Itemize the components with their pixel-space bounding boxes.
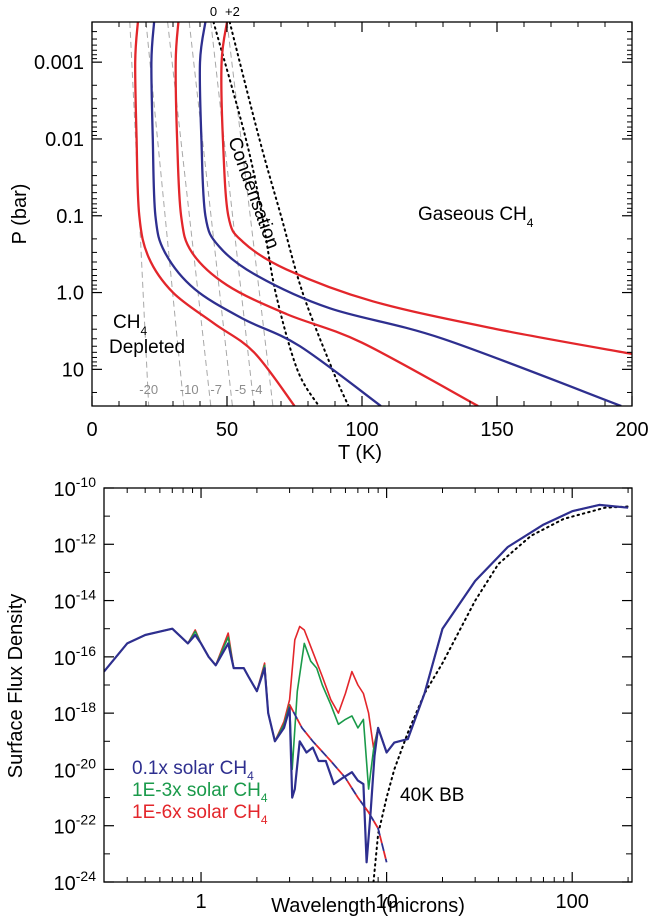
tp-y-tick-label: 10 (62, 359, 84, 381)
tp-x-tick-label: 100 (345, 419, 378, 441)
legend-text: 1E-3x solar CH (132, 780, 261, 801)
isocontour-dashed-line-3 (188, 22, 233, 406)
spectrum-y-axis-label: Surface Flux Density (5, 594, 27, 779)
spectrum-series-2 (104, 503, 629, 864)
gaseous-ch4-text: Gaseous CH (418, 204, 527, 225)
tp-y-tick-label: 1.0 (56, 283, 84, 305)
dashed-line-label: -10 (180, 382, 199, 397)
tick-exponent: -24 (76, 868, 96, 884)
spectrum-x-tick-label: 1 (195, 891, 206, 913)
tick-exponent: -16 (76, 643, 96, 659)
tick-base: 10 (54, 535, 76, 557)
tp-y-axis-label: P (bar) (9, 184, 31, 245)
tick-exponent: -18 (76, 699, 96, 715)
blackbody-label: 40K BB (400, 785, 464, 806)
legend-entry-1: 1E-3x solar CH4 (132, 780, 268, 805)
legend-subscript: 4 (261, 791, 268, 805)
tick-exponent: -10 (76, 474, 96, 490)
legend-subscript: 4 (247, 769, 254, 783)
tp-x-tick-label: 0 (86, 419, 97, 441)
isocontour-dashed-line-1 (145, 22, 185, 406)
spectrum-y-tick-label: 10-22 (54, 812, 97, 839)
legend-text: 1E-6x solar CH (132, 802, 261, 823)
tp-plot-area (129, 22, 632, 406)
tp-profile-red-4 (220, 22, 632, 356)
spectrum-dashed-series-1 (288, 704, 388, 863)
dashed-line-label: -20 (139, 382, 158, 397)
tick-base: 10 (54, 592, 76, 614)
tp-profile-red-0 (134, 22, 296, 406)
tp-x-tick-label: 150 (480, 419, 513, 441)
spectrum-series-group (104, 503, 630, 882)
isocontour-dashed-line-4 (210, 22, 255, 406)
tp-profile-red-2 (174, 22, 479, 406)
svg-text:CH4: CH4 (113, 312, 147, 338)
tp-y-tick-label: 0.001 (34, 52, 84, 74)
spectrum-y-tick-label: 10-20 (54, 755, 97, 782)
spectrum-series-1 (104, 504, 629, 790)
condensation-dotted-line-1 (212, 22, 320, 406)
dashed-line-labels: -20 -10 -7 -5 -4 (139, 382, 262, 397)
legend-text: 0.1x solar CH (132, 758, 247, 779)
tp-series-group (129, 22, 632, 406)
spectrum-dashed-series-0 (288, 704, 388, 863)
spectrum-y-tick-label: 10-18 (54, 699, 97, 726)
spectrum-x-axis: 1 10 100 (103, 488, 629, 913)
depleted-ch-subscript: 4 (140, 324, 147, 338)
temperature-pressure-chart: 0 50 100 150 200 0.001 0.01 0.1 1.0 10 T (K) P (… (9, 4, 649, 464)
tp-profile-blue-3 (198, 22, 622, 406)
spectrum-y-tick-label: 10-16 (54, 643, 97, 670)
spectrum-series-0 (104, 504, 629, 754)
spectrum-y-tick-label: 10-10 (54, 474, 97, 501)
curve-top-labels: 0 +2 (210, 4, 240, 19)
ch4-depleted-label: CH4 Depleted (109, 312, 185, 358)
tick-base: 10 (54, 479, 76, 501)
tp-x-tick-label: 50 (216, 419, 238, 441)
dashed-line-label: -4 (251, 382, 263, 397)
blackbody-40k-dotted-line (372, 505, 630, 882)
legend-entry-0: 0.1x solar CH4 (132, 758, 254, 783)
tick-exponent: -22 (76, 812, 96, 828)
tick-base: 10 (54, 817, 76, 839)
tp-x-tick-label: 200 (615, 419, 648, 441)
tp-y-tick-label: 0.01 (45, 129, 84, 151)
spectrum-y-tick-label: 10-14 (54, 587, 97, 614)
curve-top-label: 0 (210, 4, 217, 19)
tp-y-tick-label: 0.1 (56, 206, 84, 228)
spectrum-chart: 1 10 100 10-1010-1210-1410-1610-1810-2010-… (5, 474, 633, 917)
tp-y-axis: 0.001 0.01 0.1 1.0 10 (34, 21, 632, 407)
gaseous-ch4-subscript: 4 (527, 216, 534, 230)
dashed-line-label: -7 (210, 382, 222, 397)
isocontour-dashed-line-2 (167, 22, 212, 406)
condensation-dotted-line-0 (228, 22, 350, 406)
depleted-word: Depleted (109, 337, 185, 358)
tick-exponent: -14 (76, 587, 96, 603)
legend-subscript: 4 (261, 813, 268, 827)
tp-x-axis-label: T (K) (338, 442, 382, 464)
tick-base: 10 (54, 704, 76, 726)
legend-entry-2: 1E-6x solar CH4 (132, 802, 268, 827)
spectrum-x-tick-label: 100 (556, 891, 589, 913)
tick-base: 10 (54, 873, 76, 895)
tick-exponent: -12 (76, 530, 96, 546)
svg-text:Gaseous CH4: Gaseous CH4 (418, 204, 534, 230)
tick-base: 10 (54, 648, 76, 670)
spectrum-y-tick-label: 10-24 (54, 868, 97, 895)
dashed-line-label: -5 (235, 382, 247, 397)
tp-profile-blue-1 (150, 22, 382, 406)
tick-exponent: -20 (76, 755, 96, 771)
spectrum-x-axis-label: Wavelength (microns) (271, 895, 465, 917)
tick-base: 10 (54, 760, 76, 782)
tp-x-axis: 0 50 100 150 200 (86, 22, 649, 441)
curve-top-label: +2 (225, 4, 240, 19)
spectrum-y-tick-label: 10-12 (54, 530, 97, 557)
spectrum-x-tick-label: 10 (375, 891, 397, 913)
spectrum-plot-area (104, 503, 630, 882)
depleted-ch-text: CH (113, 312, 140, 333)
gaseous-ch4-label: Gaseous CH4 (418, 204, 534, 230)
